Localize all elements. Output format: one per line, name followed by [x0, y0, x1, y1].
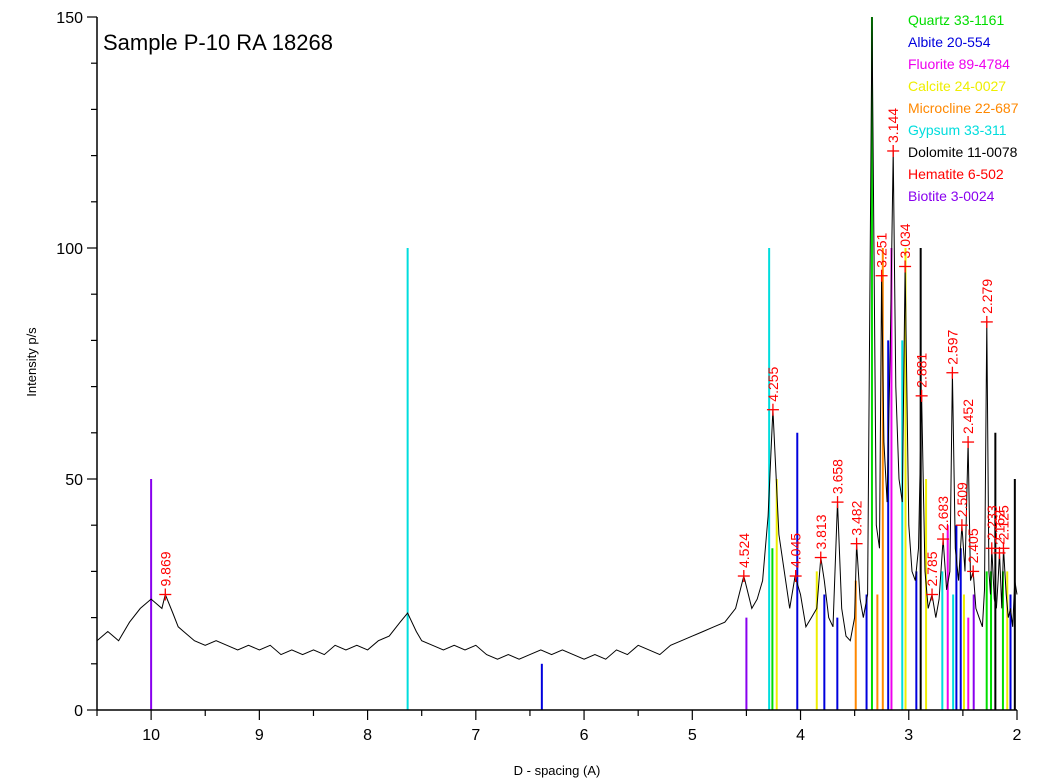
y-tick-label: 150: [56, 10, 83, 27]
peak-label: 3.034: [897, 223, 913, 258]
chart-title: Sample P-10 RA 18268: [103, 30, 333, 55]
legend: Quartz 33-1161 Albite 20-554 Fluorite 89-4…: [908, 12, 1019, 204]
x-tick-label: 5: [688, 727, 697, 744]
legend-entry: Quartz 33-1161: [908, 12, 1004, 28]
x-tick-label: 8: [363, 727, 372, 744]
peak-label: 2.509: [954, 482, 970, 517]
peak-label: 4.045: [788, 533, 804, 568]
peak-label: 3.813: [813, 514, 829, 549]
peak-label: 2.881: [914, 353, 930, 388]
peak-label: 3.251: [874, 232, 890, 267]
legend-entry: Albite 20-554: [908, 34, 991, 50]
peak-label: 2.125: [995, 505, 1011, 540]
tick-labels-layer: 10 9 8 7 6 5 4 3 2 0 50 100 150: [56, 10, 1021, 744]
y-axis-title: Intensity p/s: [24, 327, 39, 397]
legend-entry: Calcite 24-0027: [908, 78, 1006, 94]
peak-label: 2.279: [979, 279, 995, 314]
peak-label: 3.658: [830, 459, 846, 494]
y-tick-label: 50: [65, 472, 83, 489]
peak-label: 4.524: [736, 533, 752, 568]
y-tick-label: 100: [56, 241, 83, 258]
x-tick-label: 3: [904, 727, 913, 744]
x-tick-label: 9: [255, 727, 264, 744]
peak-label: 4.255: [765, 366, 781, 401]
peak-label: 2.597: [944, 329, 960, 364]
legend-entry: Microcline 22-687: [908, 100, 1019, 116]
y-tick-label: 0: [74, 703, 83, 720]
x-tick-label: 10: [142, 727, 160, 744]
peak-label: 2.785: [924, 551, 940, 586]
x-tick-label: 6: [580, 727, 589, 744]
peak-label: 9.869: [157, 551, 173, 586]
x-tick-label: 7: [471, 727, 480, 744]
peak-label: 2.162: [991, 510, 1007, 545]
legend-entry: Hematite 6-502: [908, 166, 1004, 182]
peak-label: 2.233: [984, 505, 1000, 540]
peak-label: 2.405: [965, 528, 981, 563]
series-layer: [96, 16, 1018, 660]
x-axis-title: D - spacing (A): [514, 763, 601, 778]
peak-label: 2.683: [935, 496, 951, 531]
legend-entry: Biotite 3-0024: [908, 188, 995, 204]
legend-entry: Gypsum 33-311: [908, 122, 1007, 138]
peak-label: 3.144: [885, 108, 901, 143]
peak-label: 3.482: [849, 500, 865, 535]
legend-entry: Fluorite 89-4784: [908, 56, 1010, 72]
diffraction-pattern-line: [96, 16, 1018, 660]
peak-label: 2.452: [960, 399, 976, 434]
x-tick-label: 4: [796, 727, 805, 744]
legend-entry: Dolomite 11-0078: [908, 144, 1018, 160]
x-tick-label: 2: [1013, 727, 1022, 744]
reference-lines-layer: [150, 17, 1016, 710]
axes-layer: [87, 16, 1018, 720]
